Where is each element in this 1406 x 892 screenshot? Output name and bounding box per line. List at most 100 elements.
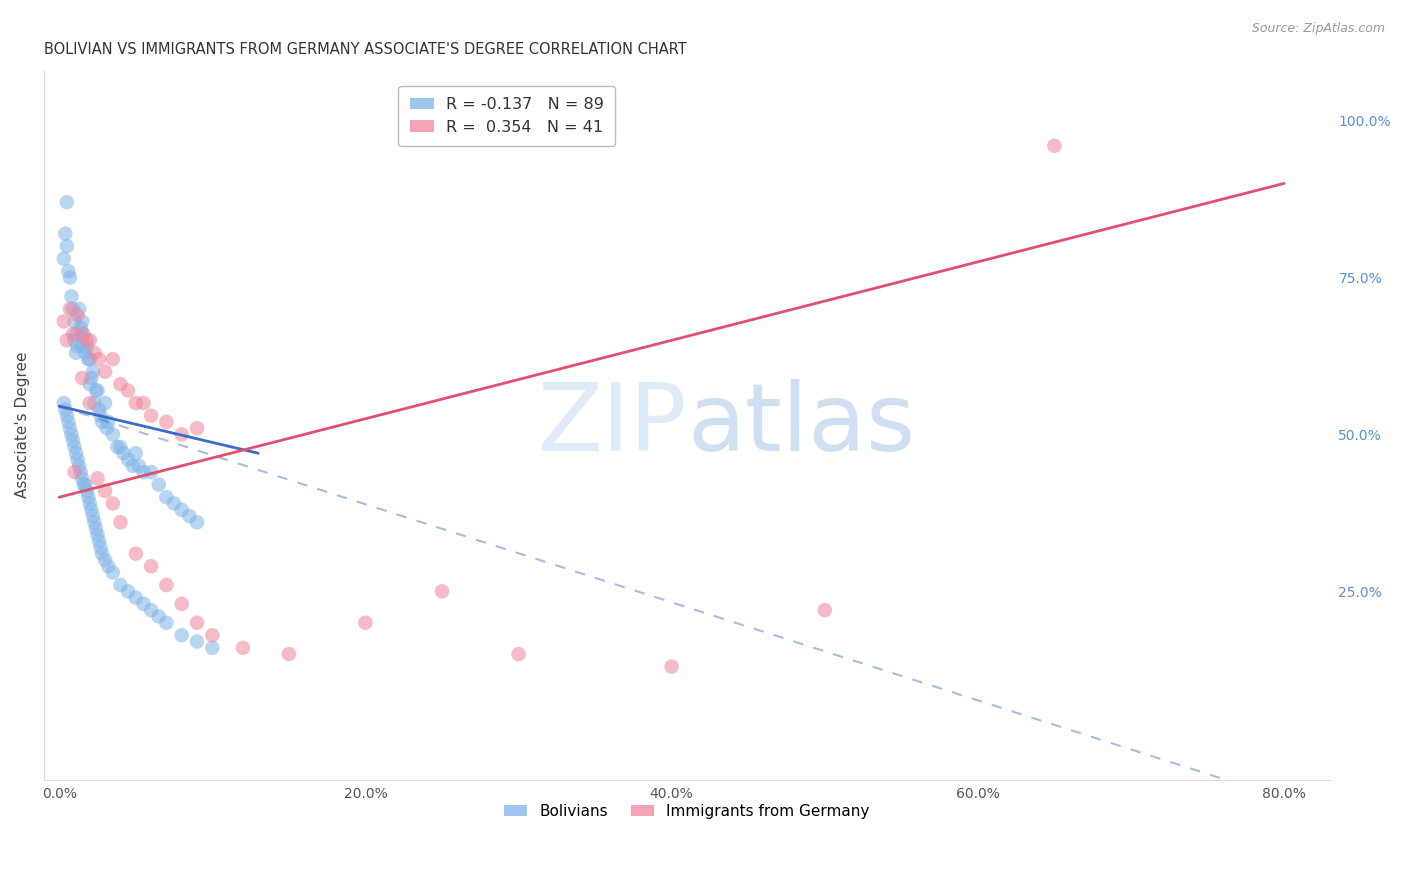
Point xyxy=(76,333,98,347)
Point xyxy=(97,559,120,574)
Point xyxy=(62,301,84,316)
Point xyxy=(186,615,208,630)
Point xyxy=(132,396,155,410)
Point xyxy=(60,427,83,442)
Point xyxy=(73,326,96,341)
Point xyxy=(117,452,139,467)
Point xyxy=(117,584,139,599)
Point xyxy=(77,352,100,367)
Point xyxy=(1043,138,1066,153)
Point xyxy=(170,628,193,642)
Point xyxy=(105,440,128,454)
Point xyxy=(70,326,93,341)
Point xyxy=(148,477,170,491)
Point xyxy=(62,326,84,341)
Point xyxy=(79,396,101,410)
Point xyxy=(661,659,683,673)
Point xyxy=(53,402,76,417)
Point xyxy=(179,508,201,523)
Point xyxy=(60,289,83,303)
Point xyxy=(201,628,224,642)
Point xyxy=(155,578,177,592)
Point xyxy=(186,634,208,648)
Point xyxy=(67,301,90,316)
Point xyxy=(70,314,93,328)
Text: ZIP: ZIP xyxy=(537,379,688,471)
Point xyxy=(82,508,104,523)
Point xyxy=(86,528,108,542)
Point xyxy=(70,471,93,485)
Point xyxy=(56,195,79,210)
Point xyxy=(65,326,87,341)
Point xyxy=(125,591,148,605)
Point xyxy=(53,227,76,241)
Point xyxy=(110,578,132,592)
Point xyxy=(80,371,103,385)
Point xyxy=(52,252,75,266)
Point xyxy=(67,458,90,473)
Point xyxy=(277,647,299,661)
Point xyxy=(91,547,114,561)
Point xyxy=(814,603,837,617)
Point xyxy=(101,566,124,580)
Point xyxy=(508,647,530,661)
Point xyxy=(201,640,224,655)
Point xyxy=(170,502,193,516)
Point xyxy=(86,384,108,398)
Y-axis label: Associate's Degree: Associate's Degree xyxy=(15,351,30,499)
Point xyxy=(155,490,177,504)
Point xyxy=(82,365,104,379)
Point xyxy=(59,421,82,435)
Point xyxy=(59,270,82,285)
Point xyxy=(117,384,139,398)
Text: BOLIVIAN VS IMMIGRANTS FROM GERMANY ASSOCIATE'S DEGREE CORRELATION CHART: BOLIVIAN VS IMMIGRANTS FROM GERMANY ASSO… xyxy=(44,42,686,57)
Point xyxy=(139,409,162,423)
Point xyxy=(56,239,79,253)
Point xyxy=(66,308,89,322)
Point xyxy=(69,465,91,479)
Point xyxy=(163,496,186,510)
Point xyxy=(125,547,148,561)
Point xyxy=(66,452,89,467)
Point xyxy=(84,384,107,398)
Point xyxy=(94,365,117,379)
Point xyxy=(59,301,82,316)
Point xyxy=(94,483,117,498)
Point xyxy=(84,522,107,536)
Point xyxy=(62,434,84,448)
Point xyxy=(87,352,110,367)
Point xyxy=(56,409,79,423)
Point xyxy=(79,333,101,347)
Point xyxy=(80,502,103,516)
Point xyxy=(90,409,112,423)
Point xyxy=(91,415,114,429)
Point xyxy=(65,346,87,360)
Point xyxy=(139,465,162,479)
Point xyxy=(83,516,105,530)
Point xyxy=(101,496,124,510)
Point xyxy=(170,427,193,442)
Point xyxy=(90,541,112,555)
Point xyxy=(101,427,124,442)
Point xyxy=(148,609,170,624)
Point xyxy=(354,615,377,630)
Legend: Bolivians, Immigrants from Germany: Bolivians, Immigrants from Germany xyxy=(498,798,876,825)
Point xyxy=(70,371,93,385)
Point xyxy=(87,402,110,417)
Point xyxy=(110,377,132,392)
Point xyxy=(56,333,79,347)
Point xyxy=(132,597,155,611)
Point xyxy=(101,352,124,367)
Point xyxy=(87,534,110,549)
Point xyxy=(52,396,75,410)
Point xyxy=(96,421,118,435)
Point xyxy=(76,340,98,354)
Point xyxy=(132,465,155,479)
Point xyxy=(125,446,148,460)
Point xyxy=(186,516,208,530)
Point xyxy=(86,471,108,485)
Point xyxy=(186,421,208,435)
Point xyxy=(170,597,193,611)
Point xyxy=(79,496,101,510)
Point xyxy=(73,477,96,491)
